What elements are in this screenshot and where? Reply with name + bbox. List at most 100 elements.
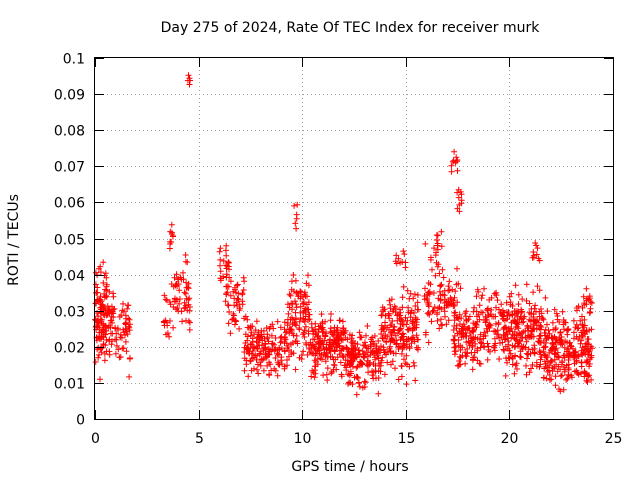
data-point (310, 328, 317, 335)
data-point (380, 335, 387, 342)
data-point (318, 311, 325, 318)
data-point (311, 367, 318, 374)
data-point (319, 328, 326, 335)
data-point (364, 323, 371, 329)
data-point (342, 357, 349, 364)
data-point (586, 349, 593, 355)
data-point (495, 321, 502, 328)
data-point (393, 340, 400, 347)
data-point (484, 328, 491, 335)
data-point (458, 315, 465, 322)
data-point (397, 336, 404, 343)
data-point (434, 240, 441, 247)
data-point (520, 328, 527, 335)
data-point (322, 318, 329, 325)
data-point (476, 302, 483, 309)
data-point (381, 328, 387, 335)
data-point (279, 361, 285, 368)
data-point (517, 337, 524, 344)
data-point (256, 350, 263, 357)
data-point (92, 269, 99, 276)
data-point (399, 321, 406, 328)
data-point (118, 334, 125, 341)
data-point (302, 323, 309, 330)
data-point (290, 272, 297, 278)
data-point (559, 372, 565, 379)
data-point (451, 317, 458, 324)
data-point (484, 340, 491, 347)
data-point (217, 268, 224, 275)
data-point (557, 373, 564, 380)
data-point (405, 309, 412, 316)
data-point (588, 343, 595, 350)
data-point (541, 330, 548, 336)
data-point (268, 332, 275, 339)
data-point (319, 338, 326, 345)
data-point (106, 322, 112, 329)
data-point (478, 295, 485, 302)
data-point (173, 271, 180, 278)
data-point (534, 283, 541, 290)
data-point (536, 335, 543, 342)
data-point (272, 335, 279, 341)
data-point (455, 342, 462, 349)
data-point (436, 270, 443, 277)
data-point (541, 352, 548, 358)
data-point (431, 245, 437, 252)
data-point (256, 342, 263, 349)
data-point (263, 325, 270, 331)
data-point (268, 367, 275, 374)
data-point (176, 300, 183, 307)
data-point (491, 290, 498, 297)
data-point (361, 378, 368, 385)
data-point (580, 293, 587, 300)
data-point (337, 359, 344, 366)
data-point (225, 302, 232, 309)
data-point (224, 263, 231, 269)
data-point (376, 363, 383, 369)
data-point (308, 373, 315, 380)
y-tick-label: 0.03 (54, 305, 85, 321)
data-point (223, 290, 230, 297)
data-point (181, 289, 188, 296)
data-point (284, 357, 290, 363)
data-point (563, 327, 570, 334)
data-point (469, 344, 476, 350)
data-point (436, 325, 443, 332)
data-point (400, 248, 407, 255)
data-point (451, 340, 458, 347)
data-point (168, 231, 175, 238)
data-point (339, 318, 346, 325)
data-point (361, 342, 368, 349)
data-point (378, 343, 384, 350)
data-point (585, 336, 592, 343)
data-point (511, 317, 518, 324)
data-point (262, 340, 269, 347)
data-point (575, 336, 582, 343)
data-point (518, 309, 525, 316)
data-point (274, 372, 281, 379)
data-point (441, 296, 448, 303)
y-tick-label: 0.07 (54, 160, 85, 176)
data-point (578, 359, 585, 366)
data-point (438, 321, 444, 328)
data-point (510, 318, 516, 325)
data-point (297, 309, 304, 316)
data-point (367, 343, 374, 350)
data-point (474, 357, 481, 364)
data-point (355, 379, 362, 386)
data-point (274, 350, 281, 357)
data-point (222, 298, 229, 305)
data-point (124, 331, 131, 338)
data-point (523, 281, 530, 288)
data-point (469, 366, 476, 373)
data-point (540, 344, 547, 351)
data-point (181, 305, 188, 312)
data-point (378, 312, 385, 318)
data-point (476, 360, 483, 367)
data-point (392, 258, 399, 265)
data-point (370, 350, 377, 357)
data-point (379, 325, 386, 331)
data-point (508, 325, 515, 332)
data-point (463, 317, 470, 324)
